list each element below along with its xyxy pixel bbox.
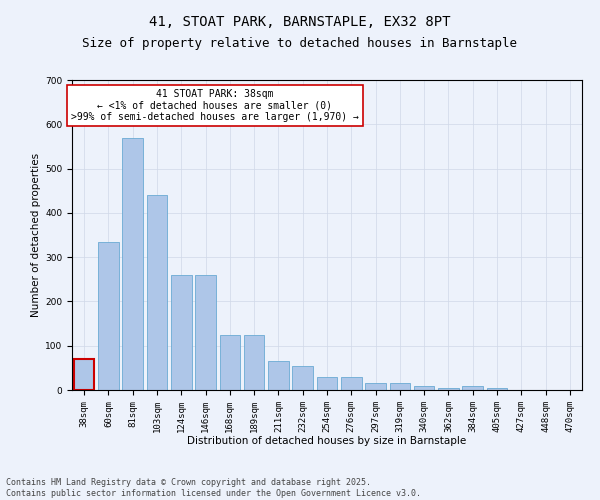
Text: Contains HM Land Registry data © Crown copyright and database right 2025.
Contai: Contains HM Land Registry data © Crown c… <box>6 478 421 498</box>
Bar <box>122 138 143 390</box>
Bar <box>244 334 265 390</box>
Text: 41, STOAT PARK, BARNSTAPLE, EX32 8PT: 41, STOAT PARK, BARNSTAPLE, EX32 8PT <box>149 15 451 29</box>
Bar <box>487 388 508 390</box>
Bar <box>171 275 191 390</box>
Text: Size of property relative to detached houses in Barnstaple: Size of property relative to detached ho… <box>83 38 517 51</box>
Bar <box>220 334 240 390</box>
Bar <box>341 376 362 390</box>
Bar <box>292 366 313 390</box>
Bar <box>463 386 483 390</box>
Bar <box>317 376 337 390</box>
Bar <box>195 275 216 390</box>
Bar <box>268 361 289 390</box>
Bar <box>146 195 167 390</box>
Bar <box>74 359 94 390</box>
Bar <box>389 384 410 390</box>
Text: 41 STOAT PARK: 38sqm
← <1% of detached houses are smaller (0)
>99% of semi-detac: 41 STOAT PARK: 38sqm ← <1% of detached h… <box>71 90 359 122</box>
Bar <box>414 386 434 390</box>
Y-axis label: Number of detached properties: Number of detached properties <box>31 153 41 317</box>
Bar <box>365 384 386 390</box>
Bar <box>438 388 459 390</box>
Bar <box>98 242 119 390</box>
X-axis label: Distribution of detached houses by size in Barnstaple: Distribution of detached houses by size … <box>187 436 467 446</box>
